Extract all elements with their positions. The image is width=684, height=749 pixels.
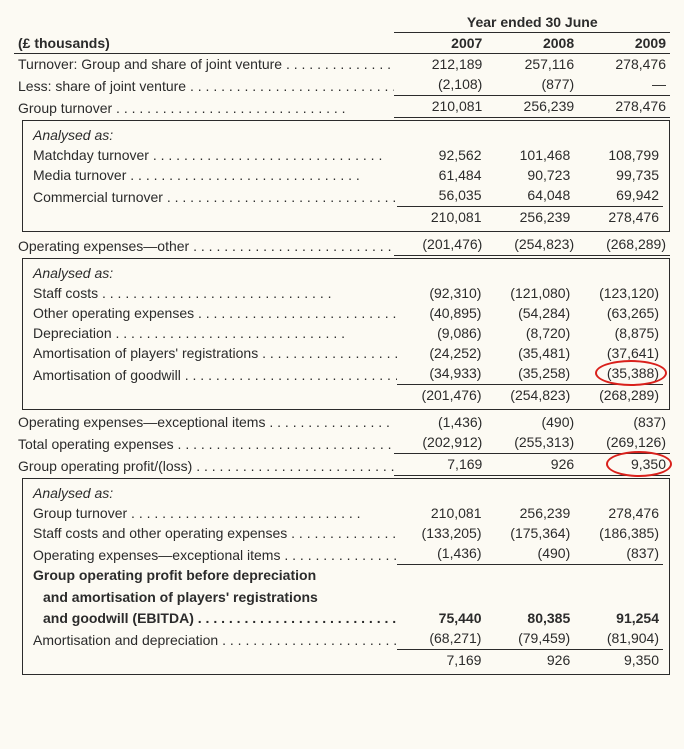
ebitda-breakdown-box: Analysed as: Group turnover 210,081 256,…: [22, 478, 670, 675]
circled-value: 9,350: [631, 456, 666, 472]
turnover-breakdown-box: Analysed as: Matchday turnover 92,562 10…: [22, 120, 670, 232]
row-label: Turnover: Group and share of joint ventu…: [14, 54, 394, 75]
unit-label: (£ thousands): [14, 33, 394, 54]
col-2007: 2007: [394, 33, 486, 54]
col-2008: 2008: [486, 33, 578, 54]
opex-breakdown-box: Analysed as: Staff costs (92,310) (121,0…: [22, 258, 670, 410]
row-label: Operating expenses—other: [14, 234, 394, 256]
circled-value: (35,388): [607, 365, 659, 381]
subheading: Analysed as:: [29, 263, 663, 283]
row-label: Group turnover: [14, 96, 394, 118]
super-header-row: Year ended 30 June: [14, 12, 670, 33]
subheading: Analysed as:: [29, 125, 663, 145]
year-header-row: (£ thousands) 2007 2008 2009: [14, 33, 670, 54]
financial-table: Year ended 30 June (£ thousands) 2007 20…: [14, 12, 670, 118]
period-header: Year ended 30 June: [394, 12, 670, 33]
row-label: Less: share of joint venture: [14, 74, 394, 96]
col-2009: 2009: [578, 33, 670, 54]
subheading: Analysed as:: [29, 483, 663, 503]
